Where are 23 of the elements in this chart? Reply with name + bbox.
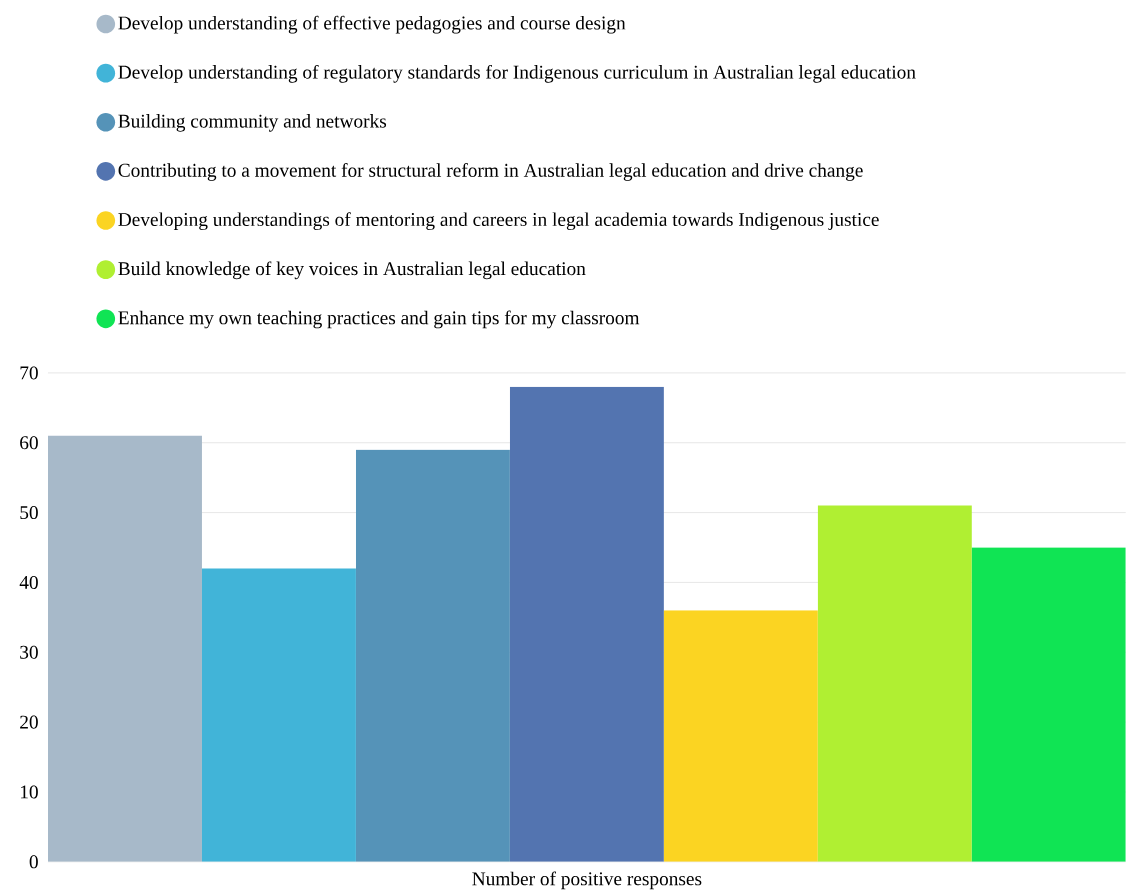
bar: [201, 568, 356, 862]
legend-label: Enhance my own teaching practices and gain tips for my classroom: [118, 310, 640, 329]
bar: [663, 610, 818, 862]
y-tick-label: 0: [29, 855, 38, 869]
legend-label: Contributing to a movement for structural reform in Australian legal education and drive change: [118, 163, 863, 181]
x-tick-label: Number of positive responses: [472, 871, 702, 890]
bar: [355, 449, 510, 862]
legend-label: Develop understanding of regulatory standards for Indigenous curriculum in Australian legal education: [118, 65, 916, 83]
y-tick-label: 20: [20, 715, 38, 729]
bar: [817, 505, 972, 862]
y-tick-label: 70: [20, 366, 38, 380]
y-tick-label: 60: [20, 436, 38, 450]
legend-label: Developing understandings of mentoring and careers in legal academia towards Indigenous justice: [118, 212, 879, 231]
y-tick-label: 30: [20, 645, 38, 659]
legend-label: Develop understanding of effective pedagogies and course design: [118, 15, 626, 34]
legend-label: Build knowledge of key voices in Australian legal education: [118, 261, 586, 280]
legend-label: Building community and networks: [118, 114, 387, 132]
y-tick-label: 40: [19, 576, 38, 590]
y-tick-label: 10: [20, 785, 38, 799]
bar: [509, 387, 664, 862]
bar: [971, 547, 1126, 862]
y-tick-label: 50: [20, 506, 38, 520]
bar: [47, 435, 202, 862]
